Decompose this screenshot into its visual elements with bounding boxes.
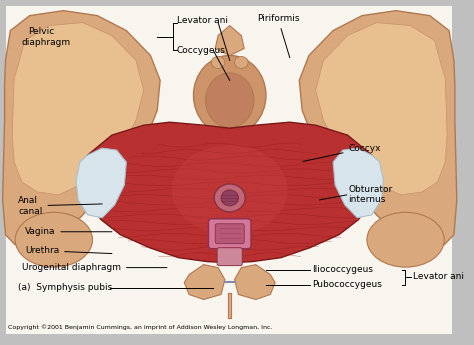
Text: diaphragm: diaphragm [22, 38, 71, 47]
Text: Urethra: Urethra [25, 246, 112, 255]
Polygon shape [82, 122, 378, 263]
Polygon shape [184, 265, 225, 299]
Ellipse shape [221, 190, 238, 206]
Polygon shape [333, 148, 383, 218]
Text: Copyright ©2001 Benjamin Cummings, an imprint of Addison Wesley Longman, Inc.: Copyright ©2001 Benjamin Cummings, an im… [9, 325, 273, 330]
Ellipse shape [172, 145, 288, 235]
Text: Levator ani: Levator ani [176, 16, 228, 25]
Polygon shape [76, 148, 126, 218]
Ellipse shape [15, 212, 92, 267]
Ellipse shape [235, 57, 248, 68]
Polygon shape [299, 11, 457, 248]
Polygon shape [316, 23, 447, 195]
Text: Obturator: Obturator [348, 185, 393, 195]
Polygon shape [3, 11, 160, 248]
Text: Piriformis: Piriformis [257, 14, 299, 58]
Polygon shape [215, 26, 244, 56]
Text: Pubococcygeus: Pubococcygeus [312, 280, 382, 289]
Polygon shape [235, 265, 275, 299]
Text: Pelvic: Pelvic [28, 27, 54, 36]
FancyBboxPatch shape [215, 224, 244, 244]
Ellipse shape [206, 73, 254, 128]
Text: Coccyx: Coccyx [303, 144, 381, 161]
Text: Coccygeus: Coccygeus [176, 46, 226, 55]
FancyBboxPatch shape [217, 248, 242, 266]
Text: Iliococcygeus: Iliococcygeus [312, 265, 373, 274]
Text: Vagina: Vagina [25, 227, 112, 236]
Ellipse shape [214, 184, 245, 212]
Ellipse shape [193, 56, 266, 135]
FancyBboxPatch shape [209, 219, 251, 249]
Text: Anal
canal: Anal canal [18, 196, 102, 216]
Text: (a)  Symphysis pubis: (a) Symphysis pubis [18, 283, 112, 292]
Text: Urogenital diaphragm: Urogenital diaphragm [22, 263, 167, 272]
Text: Levator ani: Levator ani [413, 272, 465, 281]
FancyBboxPatch shape [6, 6, 452, 334]
Ellipse shape [211, 57, 225, 68]
Ellipse shape [367, 212, 444, 267]
Polygon shape [12, 23, 144, 195]
Text: internus: internus [348, 195, 386, 204]
